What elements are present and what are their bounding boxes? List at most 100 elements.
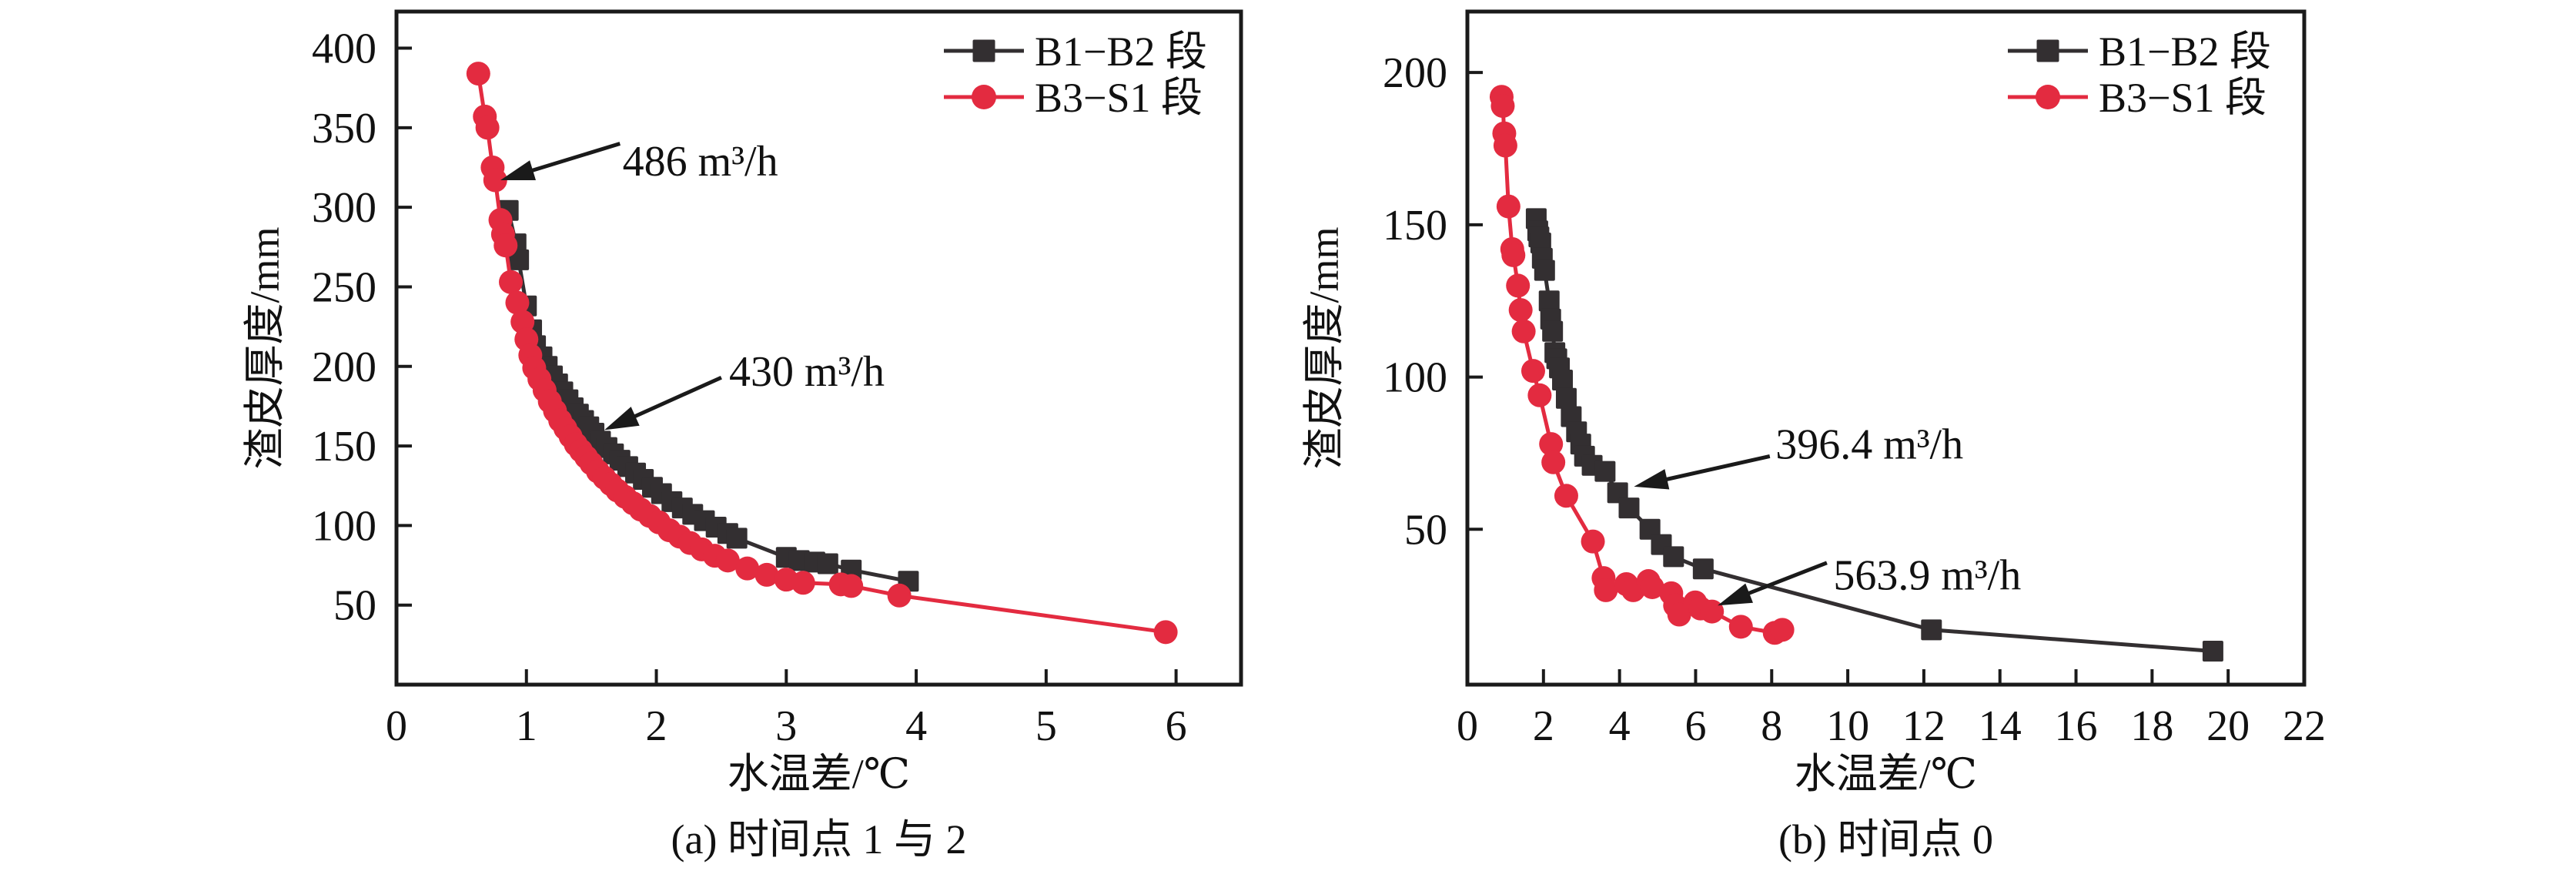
panel-a-marker-circle [493, 233, 518, 258]
panel-a-legend-marker-circle [972, 85, 996, 109]
panel-a-y-tick-label: 150 [312, 423, 376, 471]
panel-b-marker-square [1552, 370, 1574, 391]
panel-b-annotation-arrow-line [1661, 454, 1771, 483]
panel-b-x-tick-label: 22 [2283, 702, 2326, 750]
panel-b-marker-circle [1594, 578, 1618, 602]
panel-b-annotation-arrow-line [1744, 561, 1828, 597]
panel-b-marker-circle [1496, 194, 1521, 219]
panel-b-y-axis-title: 渣皮厚度/mm [1301, 226, 1347, 469]
panel-a-marker-circle [466, 62, 490, 86]
panel-a-plot-border [394, 9, 1243, 687]
panel-b-marker-circle [1539, 432, 1564, 457]
panel-b-marker-circle [1493, 133, 1517, 158]
panel-a-marker-circle [735, 556, 760, 581]
panel-b-x-tick-label: 14 [1979, 702, 2022, 750]
panel-a-annotation-arrowhead [500, 160, 536, 180]
panel-a-marker-square [726, 528, 748, 549]
panel-a-annotation-arrow-line [527, 142, 621, 174]
panel-a-annotation-arrow-line [630, 375, 722, 420]
panel-b-legend-marker-square [2036, 39, 2059, 62]
panel-a-marker-circle [1153, 620, 1178, 645]
panel-a-marker-circle [505, 290, 530, 315]
panel-b-plot-border [1465, 9, 2307, 687]
panel-a-y-tick-label: 350 [312, 105, 376, 152]
panel-a-annotation-arrowhead [604, 407, 640, 430]
panel-b-marker-square [1663, 546, 1684, 568]
panel-b-marker-circle [1728, 615, 1753, 639]
panel-b-annotation-arrowhead [1718, 583, 1753, 606]
panel-a-legend-marker-square [972, 39, 995, 62]
panel-b-marker-circle [1490, 94, 1515, 119]
panel-a-x-tick-label: 4 [905, 702, 927, 750]
panel-a-marker-circle [887, 583, 912, 608]
panel-a-annotation-label: 486 m³/h [623, 138, 778, 186]
panel-b-legend-label: B1−B2 段 [2099, 28, 2271, 75]
panel-b-y-tick-label: 150 [1383, 202, 1447, 250]
panel-b-x-tick-label: 20 [2206, 702, 2250, 750]
panel-b-series-line-red_series [1500, 96, 1784, 635]
panel-a-marker-circle [839, 574, 864, 598]
panel-a-x-tick-label: 6 [1166, 702, 1187, 750]
panel-a-x-axis-title: 水温差/℃ [728, 751, 910, 797]
panel-b-marker-square [2202, 640, 2223, 662]
panel-b-x-tick-label: 18 [2130, 702, 2173, 750]
panel-b-y-tick-label: 100 [1383, 354, 1447, 402]
panel-b-marker-circle [1521, 359, 1545, 384]
panel-a-x-tick-label: 0 [386, 702, 407, 750]
panel-b-x-tick-label: 16 [2055, 702, 2098, 750]
panel-b-annotation-label: 396.4 m³/h [1775, 421, 1963, 469]
panel-b-annotation-arrowhead [1634, 469, 1670, 490]
panel-b-marker-square [1921, 619, 1942, 641]
panel-a-x-tick-label: 1 [516, 702, 537, 750]
panel-a-legend-label: B1−B2 段 [1035, 28, 1207, 75]
panel-b-x-tick-label: 0 [1457, 702, 1478, 750]
panel-a-marker-square [508, 249, 530, 270]
panel-a-marker-circle [715, 548, 740, 573]
panel-b-marker-circle [1700, 599, 1725, 624]
panel-a-y-tick-label: 400 [312, 25, 376, 73]
panel-a-caption: (a) 时间点 1 与 2 [671, 816, 967, 863]
panel-a-x-tick-label: 2 [646, 702, 667, 750]
panel-b-marker-square [1594, 461, 1616, 482]
panel-b-marker-circle [1581, 529, 1605, 554]
panel-b-marker-circle [1554, 484, 1578, 508]
panel-a-y-tick-label: 50 [333, 582, 376, 630]
panel-b-x-axis-title: 水温差/℃ [1795, 751, 1977, 797]
panel-b-legend-marker-circle [2036, 85, 2060, 109]
panel-b-marker-square [1538, 290, 1560, 312]
panel-b-y-tick-label: 200 [1383, 49, 1447, 97]
panel-a-x-tick-label: 5 [1035, 702, 1057, 750]
panel-b-marker-circle [1511, 319, 1536, 343]
panel-b-marker-square [1542, 320, 1564, 342]
panel-b-marker-square [1618, 497, 1640, 519]
panel-b-x-tick-label: 4 [1609, 702, 1631, 750]
panel-b-marker-circle [1508, 298, 1533, 323]
panel-b-x-tick-label: 2 [1533, 702, 1554, 750]
panel-a-marker-circle [475, 116, 500, 140]
panel-b-marker-circle [1527, 383, 1552, 407]
panel-a-legend-label: B3−S1 段 [1035, 75, 1203, 121]
panel-b-legend-label: B3−S1 段 [2099, 75, 2267, 121]
panel-b-marker-square [1534, 260, 1555, 281]
panel-a-y-tick-label: 200 [312, 343, 376, 391]
panel-b-caption: (b) 时间点 0 [1778, 816, 1993, 863]
panel-a-annotation-label: 430 m³/h [729, 348, 885, 396]
panel-b-marker-circle [1506, 273, 1531, 298]
panel-a-marker-circle [483, 168, 507, 193]
panel-b-x-tick-label: 10 [1826, 702, 1869, 750]
panel-b-marker-circle [1541, 450, 1566, 474]
panel-b-annotation-label: 563.9 m³/h [1833, 552, 2021, 600]
panel-b-marker-square [1692, 558, 1714, 580]
panel-a-y-tick-label: 300 [312, 184, 376, 232]
panel-a-marker-square [817, 553, 838, 575]
panel-b-marker-circle [1640, 575, 1664, 599]
panel-a-x-tick-label: 3 [775, 702, 797, 750]
panel-a-marker-circle [754, 562, 779, 587]
panel-a-marker-circle [791, 571, 815, 595]
panel-a-y-tick-label: 250 [312, 263, 376, 311]
panel-a-y-tick-label: 100 [312, 502, 376, 550]
panel-a-y-axis-title: 渣皮厚度/mm [242, 226, 288, 469]
panel-a-marker-circle [499, 270, 524, 294]
